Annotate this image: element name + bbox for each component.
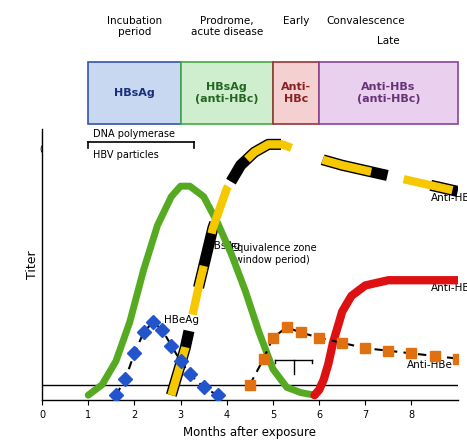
Text: 1: 1 [85,145,91,155]
Text: HBeAg: HBeAg [164,315,199,325]
Text: Anti-
HBc: Anti- HBc [281,82,311,104]
Text: Convalescence: Convalescence [326,15,404,26]
Text: 4: 4 [224,145,230,155]
Y-axis label: Titer: Titer [26,250,39,279]
Text: 0: 0 [39,145,45,155]
Text: HBV particles: HBV particles [93,150,159,160]
Text: Early: Early [283,15,309,26]
Text: Anti-HBs: Anti-HBs [431,283,467,293]
Text: HBsAg: HBsAg [206,241,240,251]
Text: 2: 2 [131,145,137,155]
Text: HBsAg
(anti-HBc): HBsAg (anti-HBc) [195,82,259,104]
Bar [181,62,273,124]
Bar [88,62,181,124]
Text: 8: 8 [409,145,415,155]
Text: HBsAg: HBsAg [114,88,155,98]
Text: 5: 5 [270,145,276,155]
Text: Prodrome,
acute disease: Prodrome, acute disease [191,15,263,37]
Text: DNA polymerase: DNA polymerase [93,129,175,139]
X-axis label: Months after exposure: Months after exposure [184,425,316,439]
Text: Anti-HBe: Anti-HBe [407,360,453,370]
Text: Late: Late [377,36,400,46]
Text: 6: 6 [316,145,322,155]
Text: Anti-HBc: Anti-HBc [431,193,467,203]
Text: 3: 3 [177,145,184,155]
Text: Anti-HBs
(anti-HBc): Anti-HBs (anti-HBc) [357,82,420,104]
Bar [319,62,458,124]
Text: 7: 7 [362,145,368,155]
Text: Incubation
period: Incubation period [107,15,162,37]
Bar [273,62,319,124]
Text: Equivalence zone
(window period): Equivalence zone (window period) [231,243,317,264]
